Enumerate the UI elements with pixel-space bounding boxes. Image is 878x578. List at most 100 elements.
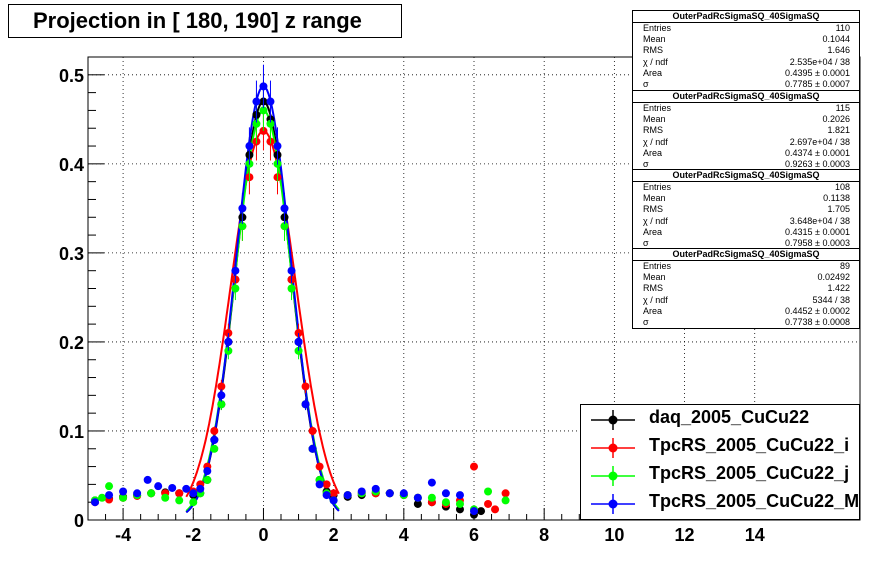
x-tick-label: 4 xyxy=(399,525,409,545)
stats-value: 0.2026 xyxy=(822,114,850,125)
stats-value: 0.4374 ± 0.0001 xyxy=(785,147,850,158)
data-point xyxy=(455,491,464,500)
stats-panel: OuterPadRcSigmaSQ_40SigmaSQ Entries 108 Mea… xyxy=(632,169,860,251)
data-point xyxy=(147,489,156,498)
data-point xyxy=(259,106,268,115)
data-point xyxy=(294,337,303,346)
stats-row: Area 0.4374 ± 0.0001 xyxy=(633,148,859,159)
data-point xyxy=(217,391,226,400)
data-point xyxy=(385,489,394,498)
y-tick-label: 0.4 xyxy=(59,155,84,175)
y-tick-label: 0.3 xyxy=(59,244,84,264)
legend-marker xyxy=(591,494,635,514)
stats-value: 0.4395 ± 0.0001 xyxy=(785,67,850,78)
data-point xyxy=(175,496,184,505)
data-point xyxy=(329,496,338,505)
x-tick-label: -4 xyxy=(115,525,131,545)
data-point xyxy=(315,462,324,471)
stats-row: RMS 1.646 xyxy=(633,45,859,56)
stats-key: Mean xyxy=(643,193,666,204)
data-point xyxy=(322,480,331,489)
stats-header: OuterPadRcSigmaSQ_40SigmaSQ xyxy=(633,249,859,261)
data-point xyxy=(399,489,408,498)
data-point xyxy=(238,222,247,231)
data-point xyxy=(301,382,310,391)
data-point xyxy=(224,337,233,346)
data-point xyxy=(491,505,500,514)
legend-marker xyxy=(591,438,635,458)
x-tick-label: 8 xyxy=(539,525,549,545)
data-point xyxy=(501,489,510,498)
data-point xyxy=(273,142,282,151)
stats-key: RMS xyxy=(643,45,663,56)
data-point xyxy=(455,499,464,508)
stats-key: Mean xyxy=(643,272,666,283)
stats-key: χ / ndf xyxy=(643,136,668,147)
data-point xyxy=(189,498,198,507)
data-point xyxy=(441,489,450,498)
stats-value: 1.646 xyxy=(827,45,850,56)
data-point xyxy=(441,498,450,507)
stats-key: χ / ndf xyxy=(643,56,668,67)
stats-value: 2.535e+04 / 38 xyxy=(789,56,850,67)
data-point xyxy=(133,489,142,498)
stats-value: 0.1044 xyxy=(822,34,850,45)
data-point xyxy=(470,507,478,516)
stats-row: Entries 110 xyxy=(633,23,859,34)
data-point xyxy=(357,487,366,496)
stats-value: 0.1138 xyxy=(823,193,850,204)
legend-entry: TpcRS_2005_CuCu22_M xyxy=(581,489,861,518)
stats-value: 1.705 xyxy=(827,204,850,215)
stats-value: 0.9263 ± 0.0003 xyxy=(785,159,850,170)
data-point xyxy=(154,482,163,491)
stats-key: RMS xyxy=(643,283,663,294)
chart-title: Projection in [ 180, 190] z range xyxy=(8,4,402,38)
stats-key: σ xyxy=(643,159,649,170)
stats-key: σ xyxy=(643,317,649,328)
data-point xyxy=(98,493,107,502)
stats-panel: OuterPadRcSigmaSQ_40SigmaSQ Entries 89 Mean… xyxy=(632,248,860,330)
stats-row: χ / ndf 2.535e+04 / 38 xyxy=(633,57,859,68)
stats-key: Entries xyxy=(643,182,672,192)
stats-value: 110 xyxy=(835,23,850,33)
stats-row: σ 0.7785 ± 0.0007 xyxy=(633,79,859,90)
data-point xyxy=(287,266,296,275)
stats-row: σ 0.7738 ± 0.0008 xyxy=(633,317,859,328)
stats-row: χ / ndf 2.697e+04 / 38 xyxy=(633,137,859,148)
data-point xyxy=(280,204,289,213)
stats-value: 1.821 xyxy=(827,125,850,136)
stats-row: Area 0.4315 ± 0.0001 xyxy=(633,227,859,238)
data-point xyxy=(280,222,289,231)
legend-entry: TpcRS_2005_CuCu22_j xyxy=(581,461,861,490)
data-point xyxy=(308,426,317,435)
stats-row: Area 0.4395 ± 0.0001 xyxy=(633,68,859,79)
stats-row: σ 0.9263 ± 0.0003 xyxy=(633,159,859,170)
y-tick-label: 0.2 xyxy=(59,333,84,353)
data-point xyxy=(231,266,240,275)
stats-key: RMS xyxy=(643,204,663,215)
data-point xyxy=(266,119,275,128)
data-point xyxy=(203,467,212,476)
data-point xyxy=(210,444,219,453)
stats-key: χ / ndf xyxy=(643,215,668,226)
data-point xyxy=(308,444,317,453)
data-point xyxy=(210,426,219,435)
stats-value: 0.02492 xyxy=(817,272,850,283)
stats-key: Mean xyxy=(643,114,666,125)
stats-row: RMS 1.422 xyxy=(633,283,859,294)
stats-row: Mean 0.1044 xyxy=(633,34,859,45)
data-point xyxy=(245,142,254,151)
x-tick-label: 12 xyxy=(675,525,695,545)
stats-header: OuterPadRcSigmaSQ_40SigmaSQ xyxy=(633,91,859,103)
stats-value: 0.7958 ± 0.0003 xyxy=(785,238,850,249)
stats-key: Mean xyxy=(643,34,666,45)
data-point xyxy=(168,483,177,492)
data-point xyxy=(217,400,226,409)
stats-header: OuterPadRcSigmaSQ_40SigmaSQ xyxy=(633,11,859,23)
stats-header: OuterPadRcSigmaSQ_40SigmaSQ xyxy=(633,170,859,182)
data-point xyxy=(91,498,100,507)
x-tick-label: 0 xyxy=(258,525,268,545)
data-point xyxy=(329,489,338,498)
stats-key: Area xyxy=(643,67,663,78)
data-point xyxy=(470,462,478,471)
